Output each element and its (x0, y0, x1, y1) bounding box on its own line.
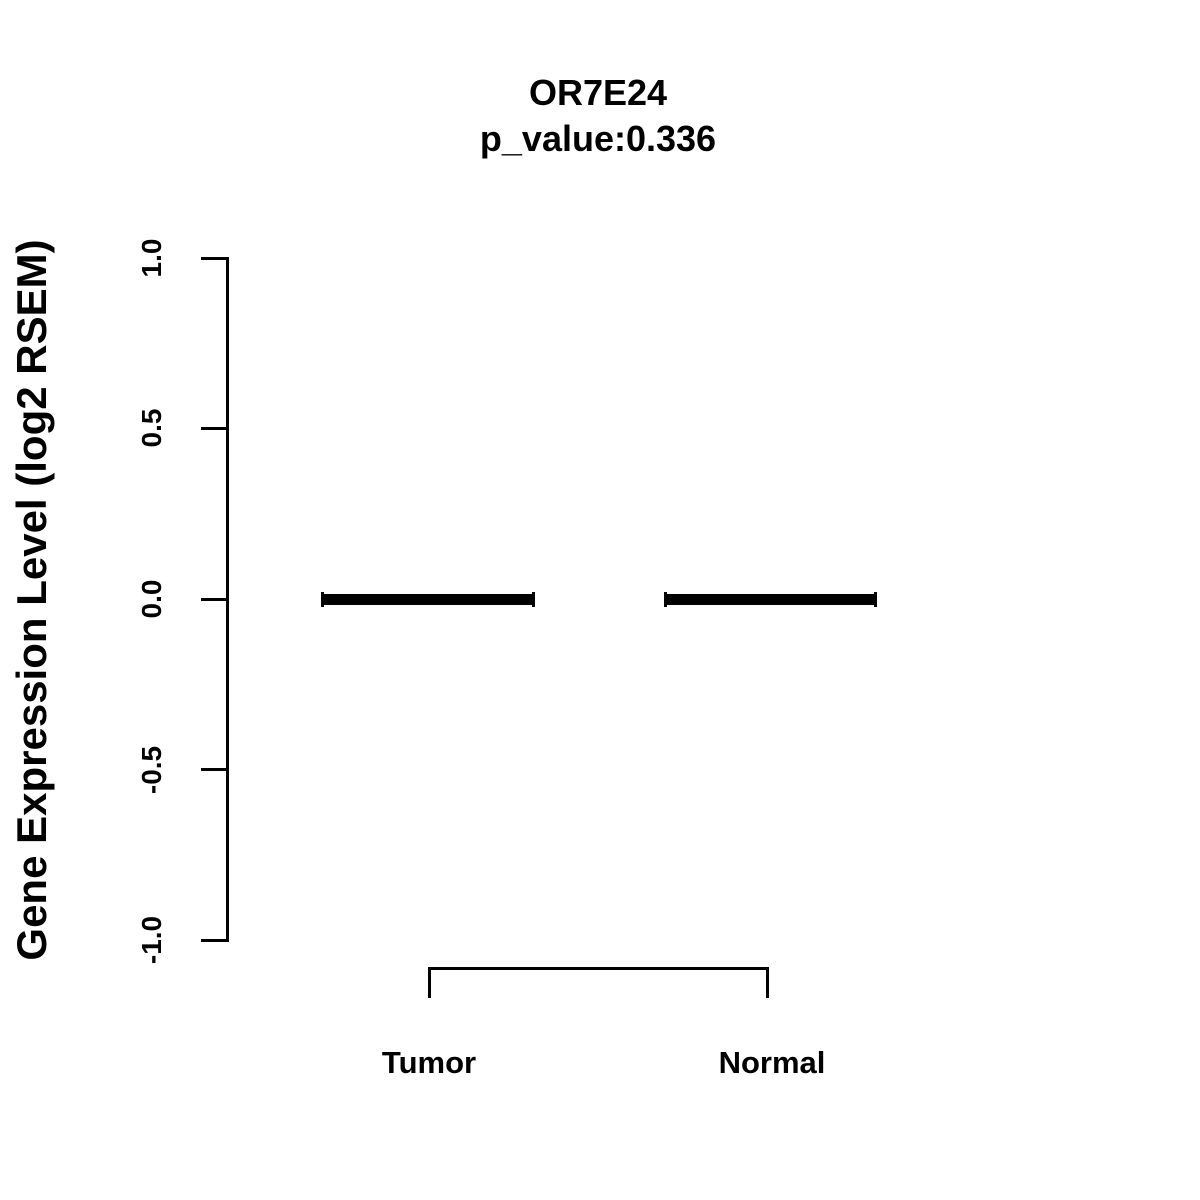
y-tick-mark (201, 939, 229, 942)
y-tick-mark (201, 257, 229, 260)
y-axis-label: Gene Expression Level (log2 RSEM) (8, 239, 55, 961)
y-tick-label: -0.5 (136, 745, 167, 795)
y-tick-mark (201, 598, 229, 601)
comparison-bracket (428, 967, 769, 998)
category-label-tumor: Tumor (381, 1045, 477, 1080)
y-tick-label: 0.0 (136, 579, 167, 619)
y-tick-mark (201, 768, 229, 771)
y-tick-label: -1.0 (136, 915, 167, 965)
y-tick-label: 1.0 (136, 238, 167, 278)
boxplot-median-tumor (321, 592, 535, 607)
category-label-normal: Normal (718, 1045, 826, 1080)
y-tick-label: 0.5 (136, 408, 167, 448)
chart-subtitle-pvalue: p_value:0.336 (479, 118, 717, 159)
chart-title: OR7E24 (528, 72, 668, 113)
boxplot-median-normal (664, 592, 877, 607)
y-tick-mark (201, 427, 229, 430)
